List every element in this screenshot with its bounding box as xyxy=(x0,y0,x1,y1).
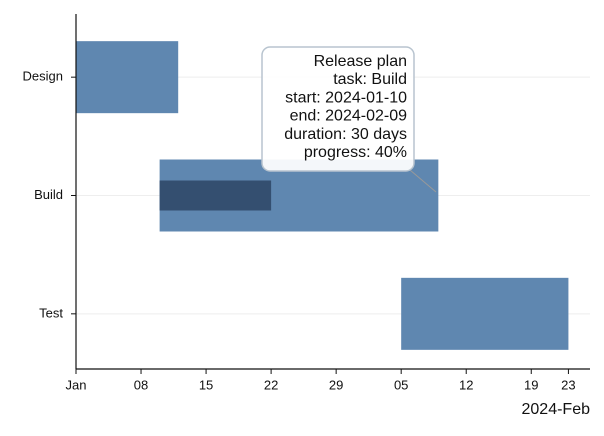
tooltip-line: end: 2024-02-09 xyxy=(290,108,408,125)
y-tick-label: Test xyxy=(39,305,63,320)
task-bar xyxy=(401,277,569,350)
x-tick-label: 23 xyxy=(561,377,575,392)
y-tick-label: Design xyxy=(23,69,63,84)
tooltip-leader xyxy=(409,169,437,193)
tooltip-title: Release plan xyxy=(314,53,407,70)
task-bar xyxy=(76,41,179,114)
x-tick-label: 05 xyxy=(394,377,408,392)
x-tick-label: 22 xyxy=(264,377,278,392)
y-tick-label: Build xyxy=(34,187,63,202)
progress-bar xyxy=(159,180,272,211)
tooltip-line: start: 2024-01-10 xyxy=(285,89,407,106)
x-tick-label: 19 xyxy=(524,377,538,392)
x-tick-label: 15 xyxy=(199,377,213,392)
x-tick-label: 08 xyxy=(134,377,148,392)
x-tick-label: Jan xyxy=(66,377,87,392)
x-offset-label: 2024-Feb xyxy=(522,401,591,418)
x-tick-label: 29 xyxy=(329,377,343,392)
x-tick-label: 12 xyxy=(459,377,473,392)
tooltip-box xyxy=(261,46,415,172)
tooltip-line: progress: 40% xyxy=(304,144,407,161)
tooltip-line: duration: 30 days xyxy=(284,126,407,143)
tooltip-line: task: Build xyxy=(333,71,407,88)
